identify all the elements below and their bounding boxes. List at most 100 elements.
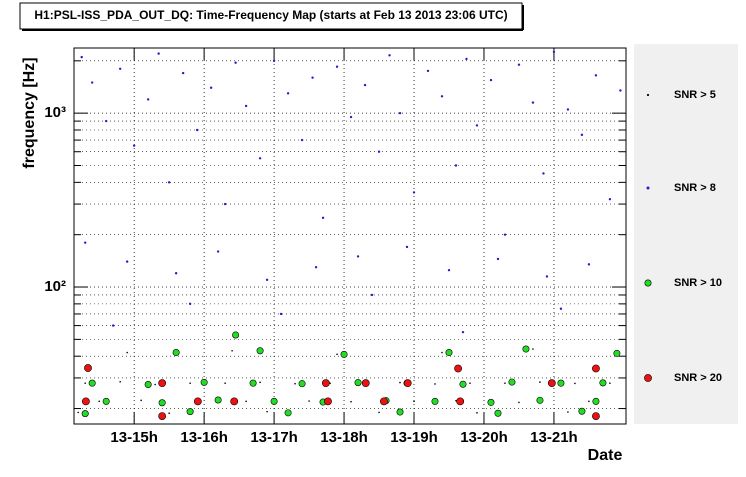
data-point <box>284 409 292 417</box>
data-point <box>102 397 110 405</box>
data-point <box>256 347 264 355</box>
data-point <box>566 108 570 111</box>
data-point <box>413 400 415 403</box>
data-point <box>536 396 544 404</box>
data-point <box>608 197 612 201</box>
data-point <box>336 353 338 356</box>
data-point <box>609 382 611 384</box>
data-point <box>308 400 310 402</box>
chart-title: H1:PSL-ISS_PDA_OUT_DQ: Time-Frequency Ma… <box>34 8 507 22</box>
data-point <box>405 245 409 249</box>
data-point <box>388 54 391 57</box>
data-point <box>209 86 213 89</box>
data-point <box>494 409 502 417</box>
data-point <box>459 380 467 388</box>
legend-marker <box>644 279 652 287</box>
data-point <box>272 59 276 63</box>
data-point <box>517 63 521 66</box>
data-point <box>503 233 507 236</box>
data-point <box>377 150 381 153</box>
data-point <box>522 345 530 353</box>
data-point <box>552 50 556 54</box>
data-point <box>321 216 325 220</box>
data-point <box>431 397 439 405</box>
data-point <box>531 101 535 104</box>
data-point <box>324 397 332 406</box>
data-point <box>158 399 166 407</box>
data-point <box>104 119 108 123</box>
data-point <box>232 331 240 339</box>
x-tick-label: 13-20h <box>460 429 508 446</box>
data-point <box>158 412 167 420</box>
legend-label: SNR > 8 <box>674 182 716 194</box>
data-point <box>588 400 590 403</box>
data-point <box>412 191 416 194</box>
data-point <box>214 396 222 404</box>
data-point <box>350 400 352 403</box>
x-tick-label: 13-15h <box>110 429 158 446</box>
data-point <box>578 407 586 415</box>
data-point <box>475 124 479 127</box>
legend-marker <box>646 93 650 97</box>
data-point <box>489 78 493 82</box>
data-point <box>181 71 185 75</box>
data-point <box>81 410 89 418</box>
y-axis-label: frequency [Hz] <box>21 57 38 168</box>
data-point <box>259 381 261 384</box>
data-point <box>398 111 402 115</box>
data-point <box>465 57 468 61</box>
data-point <box>613 349 621 357</box>
data-point <box>140 399 142 402</box>
data-point <box>195 128 199 132</box>
data-point <box>447 268 451 272</box>
x-tick-label: 13-17h <box>250 429 298 446</box>
data-point <box>154 383 156 386</box>
legend-label: SNR > 10 <box>674 277 722 289</box>
data-point <box>378 411 380 414</box>
legend-marker <box>646 186 650 190</box>
data-point <box>84 382 86 384</box>
data-point <box>592 412 600 420</box>
data-point <box>186 408 194 416</box>
data-point <box>270 397 278 405</box>
data-point <box>356 255 360 258</box>
data-point <box>258 157 262 160</box>
data-point <box>146 98 150 101</box>
data-point <box>361 379 370 388</box>
data-point <box>349 115 353 119</box>
data-point <box>80 55 83 59</box>
data-point <box>188 302 192 306</box>
data-point <box>249 379 257 387</box>
data-point <box>77 411 79 414</box>
data-point <box>340 350 348 358</box>
data-point <box>84 364 92 372</box>
data-point <box>132 144 136 147</box>
data-point <box>245 400 247 403</box>
data-point <box>266 410 268 413</box>
data-point <box>454 364 462 373</box>
data-point <box>118 67 122 70</box>
data-point <box>314 266 318 269</box>
data-point <box>119 381 121 383</box>
data-point <box>574 382 576 385</box>
data-point <box>230 397 239 406</box>
data-point <box>547 379 556 388</box>
data-point <box>126 351 128 354</box>
plot-frame <box>73 47 627 425</box>
data-point <box>557 379 565 387</box>
data-point <box>599 379 607 387</box>
data-point <box>279 312 283 316</box>
data-point <box>461 330 465 334</box>
data-point <box>370 293 374 297</box>
data-point <box>454 164 458 167</box>
data-point <box>321 379 330 388</box>
data-point <box>265 278 269 282</box>
data-point <box>286 92 290 95</box>
data-point <box>363 83 367 87</box>
legend-marker <box>644 374 652 382</box>
data-point <box>83 241 87 244</box>
data-point <box>587 263 591 266</box>
data-point <box>440 95 444 98</box>
